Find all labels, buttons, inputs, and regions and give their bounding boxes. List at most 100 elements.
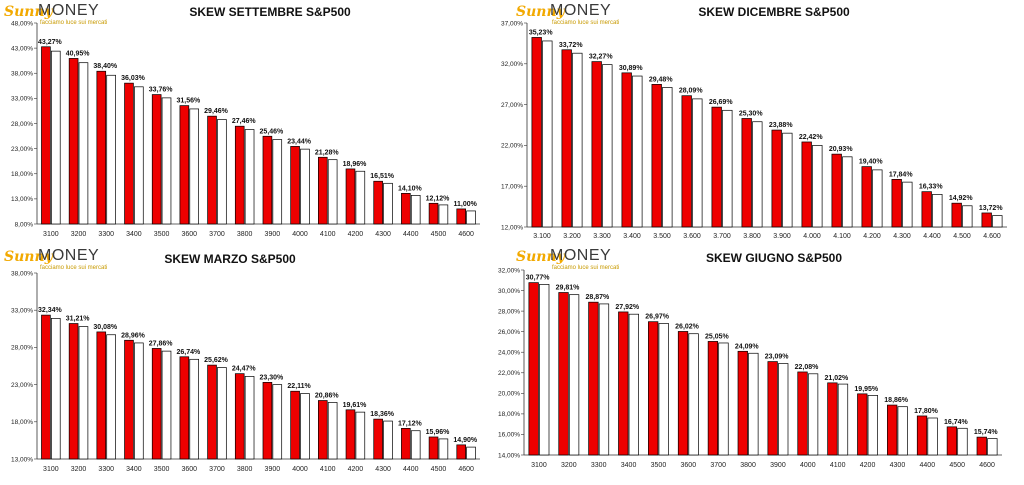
bar-white bbox=[161, 97, 172, 225]
bar-red bbox=[68, 58, 79, 225]
chart-title: SKEW DICEMBRE S&P500 bbox=[698, 5, 850, 19]
logo-sunny-text: Sunny bbox=[4, 249, 53, 265]
logo-sunny-text: Sunny bbox=[4, 4, 53, 20]
bar-white bbox=[438, 438, 449, 460]
bar-red bbox=[801, 141, 812, 228]
chart-panel-marzo: Sunny MONEY facciamo luce sui mercati SK… bbox=[0, 245, 505, 485]
bar-white bbox=[300, 393, 310, 460]
bar-red bbox=[318, 156, 328, 225]
data-label: 26,74% bbox=[176, 349, 201, 356]
data-label: 17,84% bbox=[889, 171, 914, 178]
y-tick-label: 13,00% bbox=[11, 196, 33, 203]
bar-white bbox=[327, 402, 338, 460]
data-label: 21,02% bbox=[825, 375, 850, 382]
bar-white bbox=[355, 170, 366, 225]
x-tick-label: 4.100 bbox=[833, 233, 851, 240]
bar-white bbox=[662, 87, 673, 228]
bar-red bbox=[771, 129, 782, 228]
x-tick-label: 4400 bbox=[403, 231, 419, 238]
bar-red bbox=[401, 192, 411, 225]
x-tick-label: 3500 bbox=[651, 462, 667, 469]
bar-white bbox=[161, 350, 172, 460]
bar-red bbox=[345, 168, 356, 225]
x-tick-label: 4000 bbox=[800, 462, 816, 469]
data-label: 11,00% bbox=[454, 201, 478, 208]
bar-red bbox=[428, 436, 439, 460]
bar-red bbox=[151, 94, 162, 225]
bar-white bbox=[782, 132, 793, 228]
bar-red bbox=[621, 72, 632, 228]
bar-red bbox=[797, 371, 808, 456]
sunny-money-logo: Sunny MONEY facciamo luce sui mercati bbox=[516, 245, 634, 275]
data-label: 43,27% bbox=[38, 39, 63, 46]
data-label: 31,21% bbox=[66, 316, 91, 323]
bar-red bbox=[561, 49, 572, 228]
bar-white bbox=[778, 363, 789, 456]
y-tick-label: 24,00% bbox=[498, 350, 520, 357]
bar-white bbox=[106, 74, 116, 225]
x-tick-label: 4600 bbox=[458, 231, 474, 238]
x-tick-label: 3800 bbox=[237, 466, 253, 473]
data-label: 13,72% bbox=[979, 205, 1004, 212]
data-label: 29,46% bbox=[204, 108, 229, 115]
x-tick-label: 3700 bbox=[209, 466, 225, 473]
data-label: 38,40% bbox=[93, 63, 118, 70]
data-label: 40,95% bbox=[66, 50, 91, 57]
bar-white bbox=[927, 417, 938, 456]
bar-red bbox=[96, 70, 107, 225]
bar-chart-giugno: SKEW GIUGNO S&P500 14,00% 16,00% 18,00% 20,0… bbox=[498, 251, 1002, 469]
data-label: 25,30% bbox=[739, 110, 764, 117]
logo-sunny-text: Sunny bbox=[516, 249, 565, 265]
bar-red bbox=[262, 382, 273, 460]
data-label: 16,51% bbox=[370, 173, 395, 180]
x-tick-label: 4600 bbox=[458, 466, 474, 473]
data-label: 18,86% bbox=[884, 397, 909, 404]
bar-white bbox=[78, 326, 89, 460]
data-label: 33,76% bbox=[149, 87, 174, 94]
y-tick-label: 27,00% bbox=[501, 102, 523, 109]
data-label: 23,88% bbox=[769, 122, 794, 129]
data-label: 19,95% bbox=[854, 386, 879, 393]
bar-red bbox=[531, 37, 542, 228]
bar-red bbox=[290, 390, 300, 460]
bar-white bbox=[688, 333, 699, 456]
bar-white bbox=[807, 373, 819, 456]
data-label: 29,48% bbox=[649, 76, 674, 83]
data-label: 18,96% bbox=[343, 161, 368, 168]
x-tick-label: 3700 bbox=[209, 231, 225, 238]
bar-red bbox=[951, 202, 962, 228]
bar-red bbox=[741, 118, 752, 228]
bar-red bbox=[648, 321, 659, 456]
bar-white bbox=[134, 342, 144, 460]
data-label: 15,74% bbox=[974, 429, 999, 436]
bar-white bbox=[355, 411, 366, 460]
chart-panel-settembre: Sunny MONEY facciamo luce sui mercati SK… bbox=[0, 0, 505, 240]
x-tick-label: 3.600 bbox=[683, 233, 701, 240]
data-label: 28,96% bbox=[121, 332, 146, 339]
data-label: 29,81% bbox=[556, 285, 581, 292]
logo-money-text: MONEY bbox=[38, 247, 100, 264]
bar-red bbox=[290, 146, 300, 225]
bar-white bbox=[466, 210, 476, 225]
x-tick-label: 3100 bbox=[531, 462, 547, 469]
y-tick-label: 18,00% bbox=[11, 419, 33, 426]
y-tick-label: 38,00% bbox=[11, 71, 33, 78]
bar-white bbox=[383, 420, 393, 460]
x-tick-label: 4400 bbox=[920, 462, 936, 469]
x-tick-label: 3400 bbox=[621, 462, 637, 469]
x-tick-label: 4.400 bbox=[923, 233, 941, 240]
logo-money-text: MONEY bbox=[550, 2, 612, 19]
x-tick-label: 3100 bbox=[43, 231, 59, 238]
x-tick-label: 4.600 bbox=[983, 233, 1001, 240]
x-tick-label: 4300 bbox=[375, 231, 391, 238]
data-label: 23,09% bbox=[765, 354, 790, 361]
data-label: 25,62% bbox=[204, 357, 229, 364]
bar-chart-marzo: SKEW MARZO S&P500 13,00% 18,00% 23,00% 28,00… bbox=[11, 252, 480, 473]
y-tick-label: 32,00% bbox=[498, 267, 520, 274]
x-tick-label: 3.200 bbox=[563, 233, 581, 240]
x-tick-label: 3600 bbox=[681, 462, 697, 469]
y-tick-label: 20,00% bbox=[498, 391, 520, 398]
bar-red bbox=[151, 348, 162, 460]
x-tick-label: 4200 bbox=[348, 466, 364, 473]
bar-red bbox=[456, 444, 467, 460]
